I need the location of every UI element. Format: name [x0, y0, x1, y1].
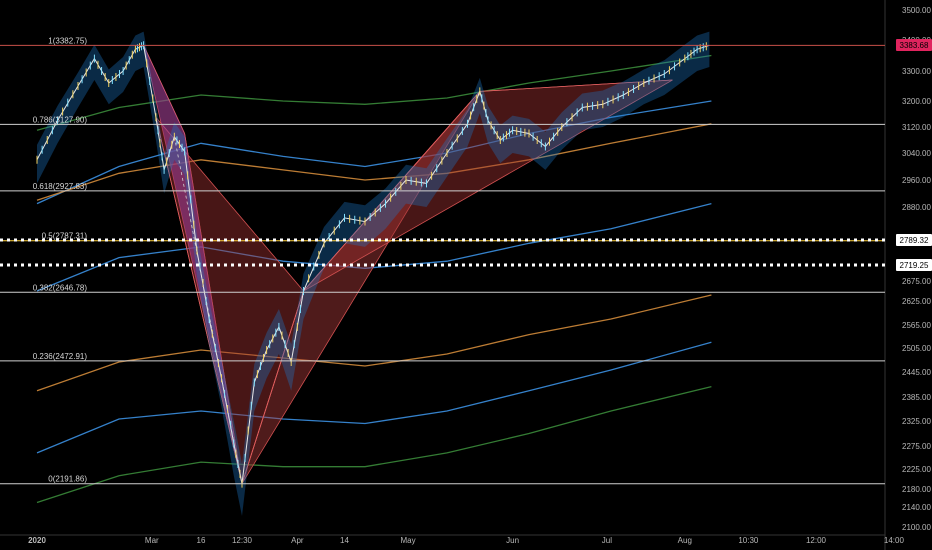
y-tick-label-5: 3040.00 — [902, 149, 931, 158]
fib-level-label-2: 0.618(2927.83) — [33, 182, 88, 191]
fib-level-label-0: 1(3382.75) — [48, 36, 87, 45]
price-badge-1 — [896, 234, 932, 246]
y-tick-label-14: 2445.00 — [902, 368, 931, 377]
fibonacci-levels: 1(3382.75) 0.786(3127.90) 0.618(2927.83) 0.… — [0, 36, 885, 485]
x-tick-label-2: 16 — [197, 536, 206, 545]
price-badge-2 — [896, 259, 932, 271]
x-tick-label-11: 12:00 — [806, 536, 827, 545]
y-tick-label-12: 2565.00 — [902, 321, 931, 330]
price-badge-label-0: 3383.68 — [900, 41, 929, 50]
x-tick-label-3: 12:30 — [232, 536, 253, 545]
x-tick-label-1: Mar — [145, 536, 159, 545]
y-tick-label-20: 2140.00 — [902, 503, 931, 512]
y-tick-label-17: 2275.00 — [902, 442, 931, 451]
y-tick-label-10: 2675.00 — [902, 277, 931, 286]
y-tick-label-11: 2625.00 — [902, 297, 931, 306]
price-badge-label-2: 2719.25 — [900, 261, 929, 270]
x-tick-label-10: 10:30 — [738, 536, 759, 545]
moving-average-line-6 — [36, 341, 712, 454]
price-band-area — [37, 31, 710, 516]
moving-average-line-1 — [36, 100, 712, 205]
price-axis[interactable] — [0, 0, 886, 550]
y-tick-label-0: 3500.00 — [902, 6, 931, 15]
moving-average-line-2 — [36, 123, 712, 201]
y-tick-label-7: 2880.00 — [902, 203, 931, 212]
price-badge-0 — [896, 39, 932, 52]
y-tick-label-19: 2180.00 — [902, 485, 931, 494]
y-tick-label-18: 2225.00 — [902, 465, 931, 474]
x-tick-label-9: Aug — [678, 536, 692, 545]
x-tick-label-0: 2020 — [28, 536, 46, 545]
x-tick-label-8: Jul — [602, 536, 612, 545]
x-tick-label-4: Apr — [291, 536, 304, 545]
price-series — [36, 41, 710, 488]
price-badges: 3383.68 2789.32 2719.25 — [896, 39, 932, 271]
moving-average-line-3 — [36, 54, 712, 131]
crash-trendline — [173, 136, 243, 484]
x-axis-ticks: 2020 Mar 16 12:30 Apr 14 May Jun Jul Aug 10:30 12:0… — [28, 536, 904, 545]
y-tick-label-21: 2100.00 — [902, 523, 931, 532]
moving-average-line-5 — [36, 294, 712, 392]
fib-level-label-6: 0(2191.86) — [48, 475, 87, 484]
fib-level-label-5: 0.236(2472.91) — [33, 352, 88, 361]
x-tick-label-7: Jun — [506, 536, 519, 545]
moving-average-line-7 — [36, 385, 712, 504]
y-tick-label-16: 2325.00 — [902, 417, 931, 426]
x-tick-label-5: 14 — [340, 536, 349, 545]
price-band — [37, 31, 710, 516]
y-axis-ticks: 3500.003400.003300.003200.003120.003040.… — [902, 6, 931, 532]
y-tick-label-2: 3300.00 — [902, 67, 931, 76]
fib-level-label-4: 0.382(2646.78) — [33, 283, 88, 292]
x-tick-label-12: 14:00 — [884, 536, 905, 545]
fib-level-label-3: 0.5(2787.31) — [42, 232, 88, 241]
y-tick-label-13: 2505.00 — [902, 344, 931, 353]
moving-average-line-4 — [36, 202, 712, 292]
y-tick-label-4: 3120.00 — [902, 123, 931, 132]
y-tick-label-6: 2960.00 — [902, 176, 931, 185]
x-tick-label-6: May — [400, 536, 415, 545]
y-tick-label-3: 3200.00 — [902, 97, 931, 106]
moving-average-lines — [36, 54, 712, 504]
fib-level-label-1: 0.786(3127.90) — [33, 115, 88, 124]
price-badge-label-1: 2789.32 — [900, 236, 929, 245]
y-tick-label-15: 2385.00 — [902, 393, 931, 402]
